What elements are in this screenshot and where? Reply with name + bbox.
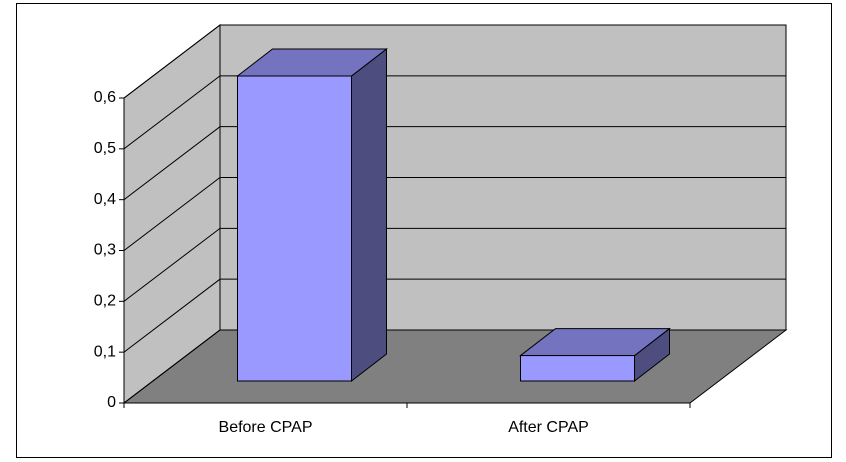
walls: [122, 23, 788, 405]
bar: [520, 355, 635, 382]
bars: [236, 47, 671, 383]
y-tick-label: 0,4: [94, 191, 116, 208]
grid-line: [123, 126, 786, 201]
axes: 0 0,1 0,2 0,3 0,4 0,5 0,6 Before CPAP After CPAP: [94, 89, 691, 436]
floor: [122, 329, 788, 404]
bar: [237, 75, 352, 382]
y-tick-label: 0: [107, 394, 116, 411]
x-tick-label: After CPAP: [508, 419, 589, 436]
y-tick-label: 0,5: [94, 140, 116, 157]
grid-line: [123, 278, 786, 353]
grid: [123, 24, 786, 404]
grid-line: [123, 24, 786, 99]
grid-line: [123, 177, 786, 251]
x-tick-label: Before CPAP: [219, 419, 313, 436]
grid-line: [123, 75, 786, 150]
y-tick-label: 0,3: [94, 242, 116, 259]
y-tick-label: 0,6: [94, 89, 116, 106]
y-tick-label: 0,2: [94, 293, 116, 310]
grid-line: [123, 227, 786, 302]
y-tick-label: 0,1: [94, 343, 116, 360]
bar-side: [351, 47, 387, 383]
